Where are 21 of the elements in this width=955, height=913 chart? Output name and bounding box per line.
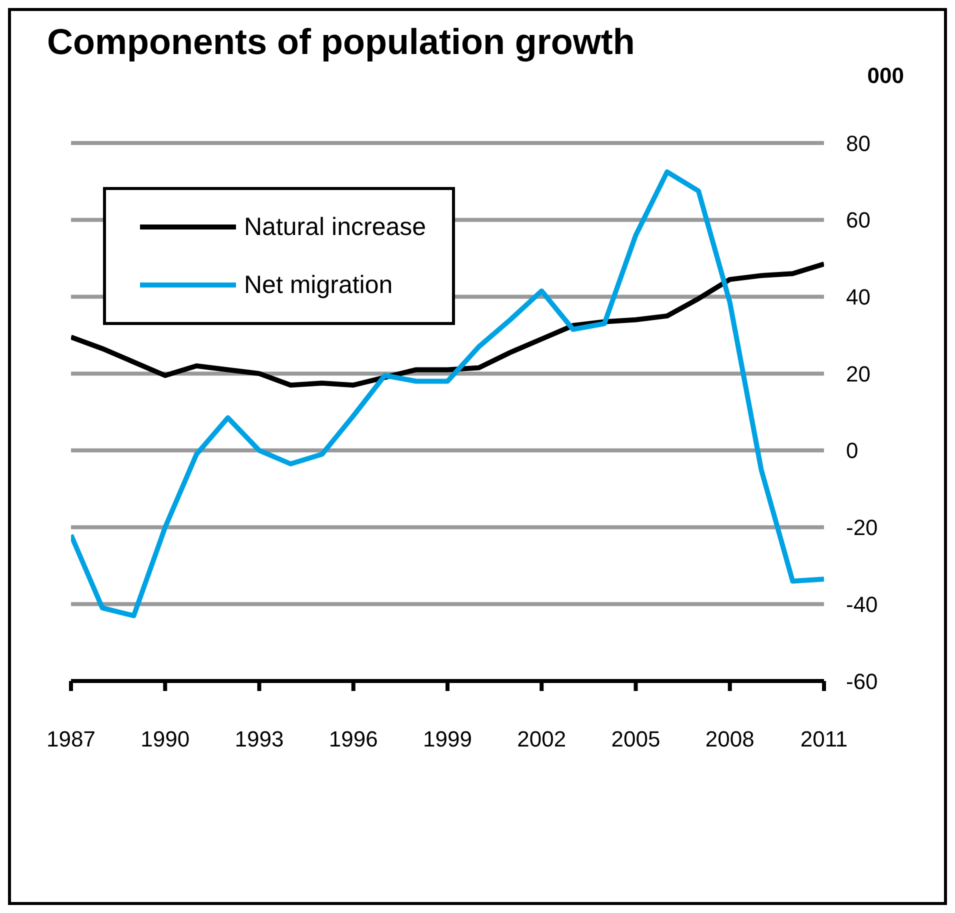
x-tick-label: 2011 (800, 726, 848, 752)
x-tick-label: 1999 (423, 726, 472, 752)
x-tick-label: 2005 (611, 726, 660, 752)
y-tick-label: 60 (846, 208, 870, 233)
y-tick-label: 80 (846, 130, 870, 156)
chart-title: Components of population growth (47, 21, 635, 63)
y-tick-label: 20 (846, 361, 870, 386)
y-tick-label: -20 (846, 515, 878, 540)
y-tick-label: -40 (846, 592, 878, 617)
y-tick-label: 0 (846, 438, 858, 464)
x-tick-label: 2008 (705, 726, 754, 752)
x-tick-label: 2002 (517, 726, 566, 752)
legend-label: Natural increase (244, 212, 426, 242)
y-tick-label: 40 (846, 284, 870, 310)
x-tick-label: 1990 (140, 726, 190, 752)
legend-label: Net migration (244, 270, 393, 300)
y-axis-title: 000 (867, 63, 904, 89)
y-tick-label: -60 (846, 668, 878, 694)
x-tick-label: 1996 (328, 726, 378, 752)
x-tick-label: 1987 (46, 726, 96, 752)
x-tick-label: 1993 (234, 726, 284, 752)
